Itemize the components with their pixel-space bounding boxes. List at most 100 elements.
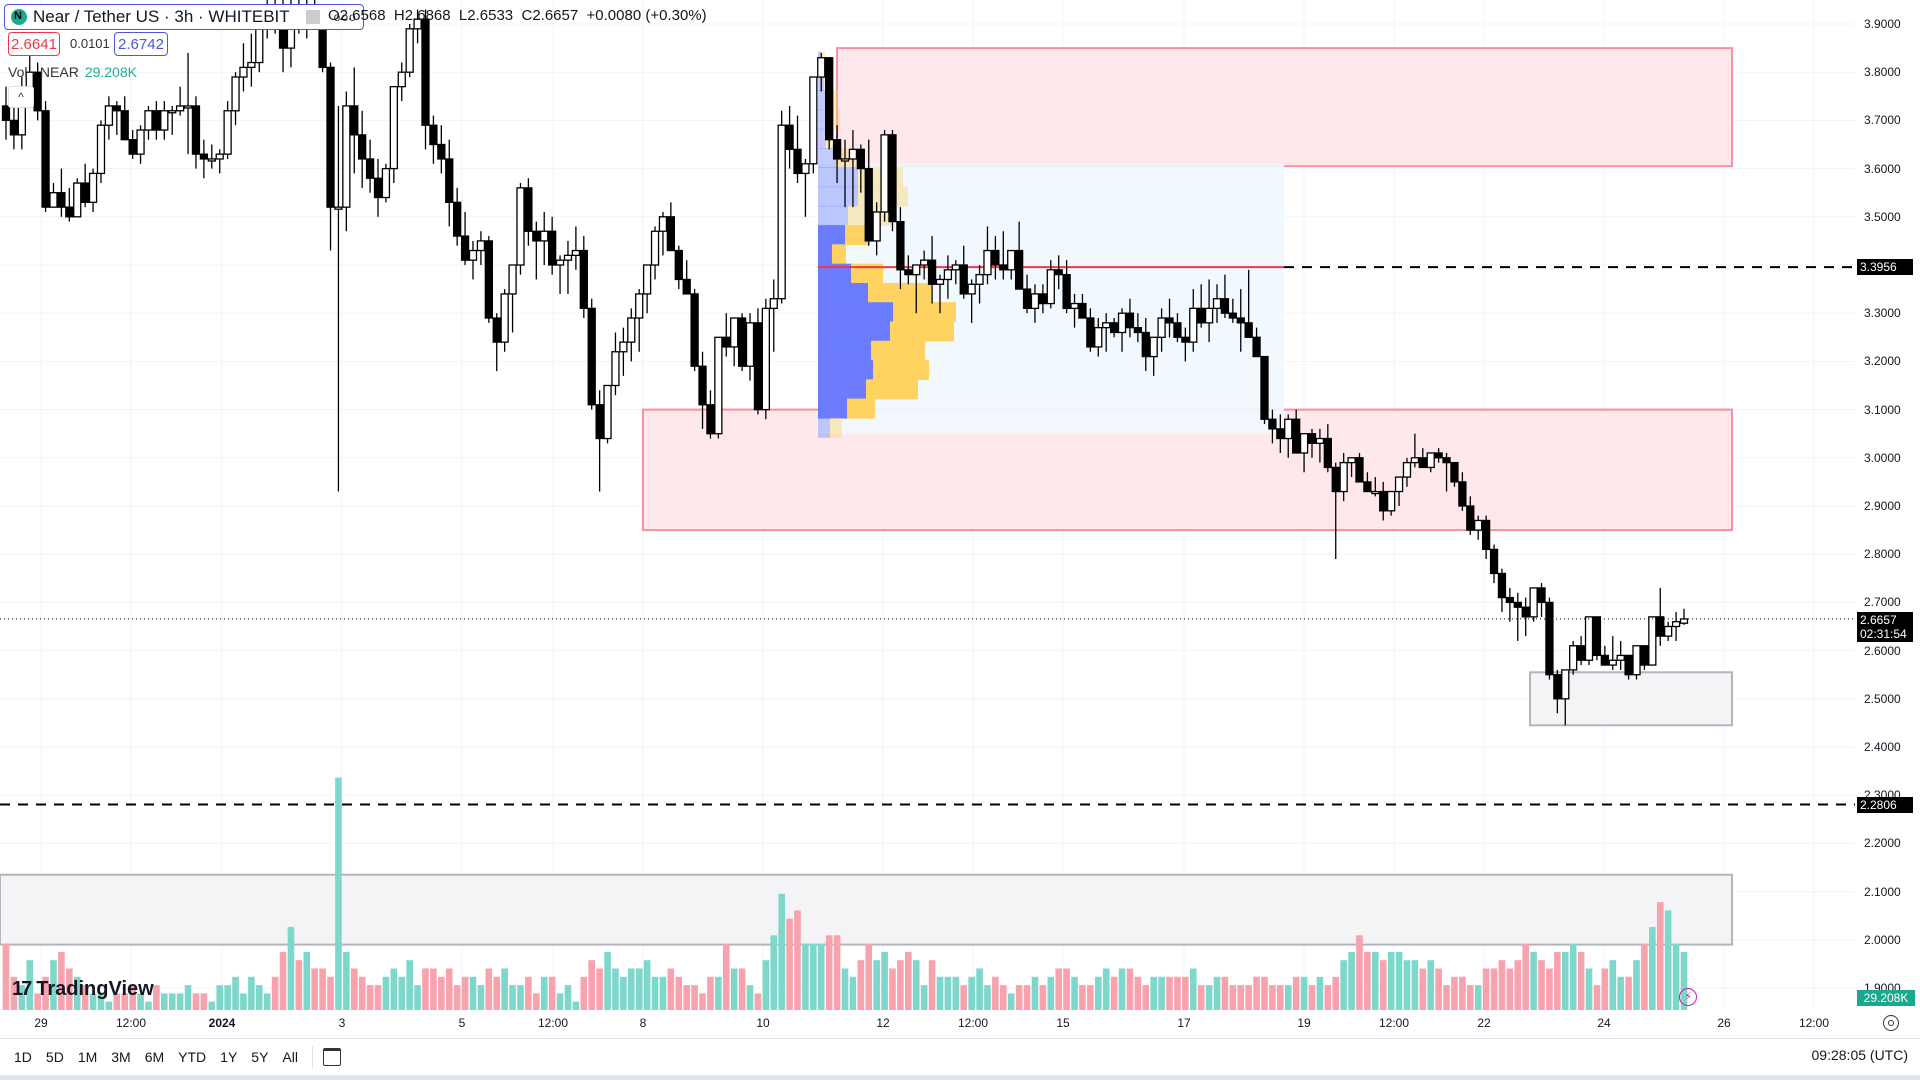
volume-bar (279, 951, 287, 1010)
volume-bar (604, 951, 611, 1010)
range-button-1m[interactable]: 1M (77, 1049, 98, 1065)
price-axis[interactable] (1855, 0, 1920, 1010)
range-button-3m[interactable]: 3M (111, 1049, 131, 1065)
range-button-1y[interactable]: 1Y (220, 1049, 238, 1065)
volume-bar (1411, 960, 1419, 1010)
time-label: 12 (876, 1016, 890, 1030)
candle-body (484, 240, 493, 319)
volume-bar (699, 993, 706, 1010)
range-button-all[interactable]: All (282, 1049, 298, 1065)
candle-body (1070, 302, 1079, 310)
candle-body (1007, 249, 1016, 271)
time-label: 8 (639, 1016, 647, 1030)
buy-price-button[interactable]: 2.6742 (114, 32, 168, 56)
candle-body (888, 134, 897, 223)
candle-body (437, 143, 446, 160)
resistance-zone (836, 47, 1733, 168)
candle-body (761, 307, 770, 411)
volume-bar (1126, 968, 1134, 1010)
volume-bar (865, 943, 873, 1010)
candle-body (1371, 490, 1380, 495)
volume-bar (1031, 976, 1039, 1010)
collapse-legend-button[interactable]: ^ (8, 86, 34, 108)
volume-bar (430, 968, 437, 1010)
candle-body (1418, 457, 1427, 469)
volume-bar (493, 976, 501, 1010)
volume-bar (1110, 976, 1118, 1010)
volume-bar (1680, 951, 1688, 1010)
volume-bar (153, 985, 160, 1010)
range-button-1d[interactable]: 1D (14, 1049, 32, 1065)
go-to-date-calendar-icon[interactable] (322, 1048, 341, 1066)
vp-buy-bar (818, 379, 866, 400)
volume-bar (1023, 985, 1031, 1010)
candle-body (1307, 433, 1317, 444)
volume-bar (556, 993, 564, 1010)
flag-icon[interactable] (305, 10, 320, 24)
candle-body (1561, 669, 1570, 700)
candle-body (1212, 298, 1222, 310)
price-chart[interactable] (0, 0, 1920, 1010)
candle-body (848, 148, 858, 160)
candle-body (999, 264, 1008, 271)
volume-bar (976, 968, 983, 1010)
candle-body (41, 110, 50, 208)
candle-body (730, 317, 739, 348)
vp-buy-bar (818, 244, 832, 265)
tradingview-logo[interactable]: 17 TradingView (12, 978, 154, 1001)
price-tick: 3.1000 (1864, 402, 1901, 417)
volume-bar (707, 976, 714, 1010)
candle-body (500, 293, 509, 343)
candle-body (1640, 645, 1649, 666)
price-tick: 2.7000 (1864, 595, 1901, 610)
lightning-icon[interactable]: ⚡ (1679, 988, 1697, 1006)
utc-clock[interactable]: 09:28:05 (UTC) (1811, 1047, 1908, 1063)
vp-buy-bar (818, 321, 890, 342)
volume-bar (1182, 976, 1189, 1010)
volume-bar (762, 960, 770, 1010)
volume-bar (10, 976, 18, 1010)
candle-body (1062, 273, 1071, 310)
range-button-5y[interactable]: 5Y (251, 1049, 269, 1065)
volume-bar (1451, 976, 1458, 1010)
volume-bar (18, 985, 26, 1010)
volume-bar (1332, 976, 1340, 1010)
symbol-header[interactable]: Near / Tether US · 3h · WHITEBIT ooo (4, 4, 364, 30)
range-button-ytd[interactable]: YTD (178, 1049, 207, 1065)
volume-bar (643, 960, 651, 1010)
candle-body (65, 206, 74, 218)
volume-bar (319, 968, 326, 1010)
vp-sell-bar (832, 244, 846, 265)
candle-body (1133, 327, 1143, 334)
price-tick: 2.2000 (1864, 836, 1901, 851)
candle-body (817, 57, 826, 78)
candle-body (658, 216, 668, 232)
volume-bar (540, 976, 548, 1010)
candle-body (698, 365, 707, 406)
time-label: 19 (1297, 1016, 1311, 1030)
volume-bar (501, 968, 508, 1010)
ohlc-values: O2.6568 H2.6868 L2.6533 C2.6657 +0.0080 … (328, 7, 707, 24)
candle-body (674, 249, 683, 281)
volume-bar (960, 985, 968, 1010)
candle-body (1165, 317, 1174, 324)
volume-bar (889, 968, 896, 1010)
candle-body (563, 254, 573, 261)
volume-bar (335, 777, 342, 1010)
candle-body (1592, 616, 1602, 657)
price-tick: 2.1000 (1864, 884, 1901, 899)
candle-body (73, 182, 82, 218)
more-options-icon[interactable]: ooo (333, 10, 357, 24)
volume-bar (287, 927, 295, 1010)
range-button-5d[interactable]: 5D (45, 1049, 64, 1065)
sell-price-button[interactable]: 2.6641 (8, 32, 60, 56)
volume-bar (184, 985, 192, 1010)
volume-bar (1585, 968, 1593, 1010)
settings-gear-icon[interactable] (1883, 1015, 1899, 1031)
volume-bar (620, 976, 627, 1010)
candle-body (1656, 616, 1665, 637)
volume-bar (366, 985, 374, 1010)
time-axis[interactable]: 29 12:00 2024 3 5 12:00 8 10 12 12:00 15 17 19 12:00 2… (0, 1010, 1920, 1039)
range-button-6m[interactable]: 6M (144, 1049, 165, 1065)
volume-legend: Vol · NEAR 29.208K (8, 64, 137, 80)
